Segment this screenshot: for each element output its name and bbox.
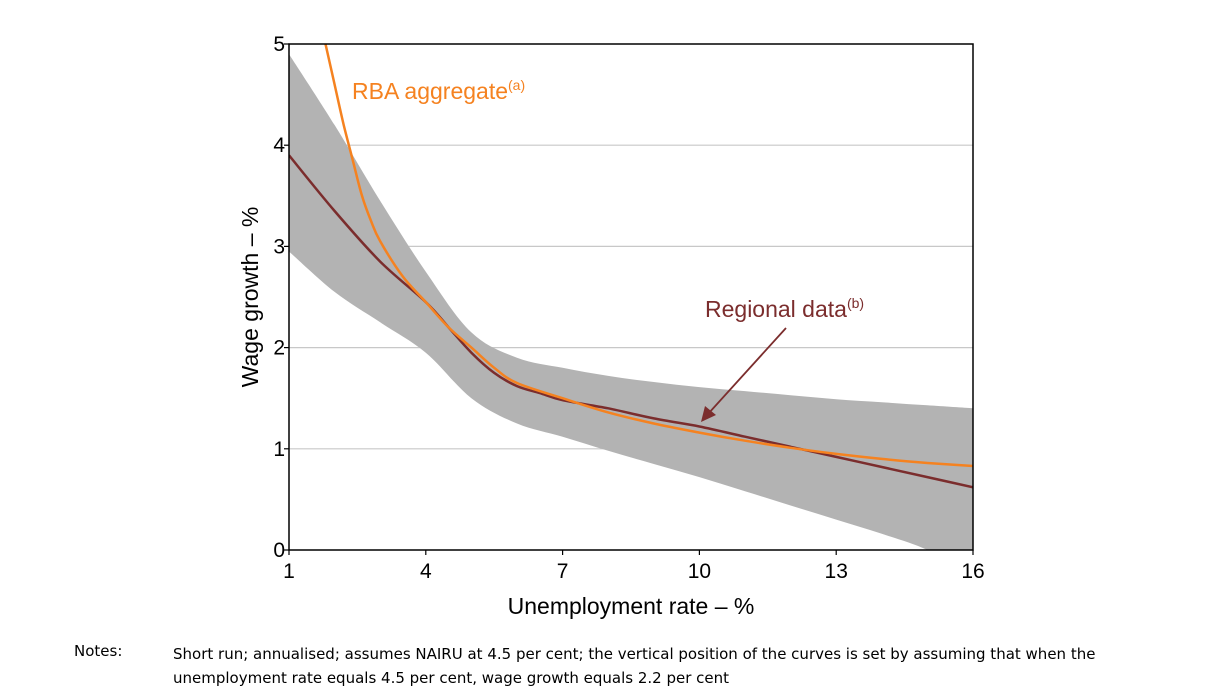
x-tick-label-10: 10 bbox=[688, 560, 711, 583]
regional-data-annotation: Regional data(b) bbox=[705, 295, 864, 322]
y-axis-label: Wage growth – % bbox=[237, 207, 263, 388]
notes-label: Notes: bbox=[74, 642, 123, 660]
x-tick-label-4: 4 bbox=[420, 560, 432, 583]
x-tick-label-13: 13 bbox=[825, 560, 848, 583]
rba-aggregate-annotation: RBA aggregate(a) bbox=[352, 77, 525, 104]
x-tick-label-1: 1 bbox=[283, 560, 295, 583]
plot-frame bbox=[288, 43, 974, 551]
y-tick-label-4: 4 bbox=[273, 134, 285, 157]
rba-aggregate-line bbox=[324, 44, 973, 468]
y-axis-ticks: 0 1 2 3 4 5 bbox=[273, 33, 289, 562]
y-tick-label-2: 2 bbox=[273, 337, 285, 360]
confidence-band bbox=[289, 54, 973, 550]
x-axis-ticks: 1 4 7 10 13 16 bbox=[283, 550, 985, 583]
y-tick-label-1: 1 bbox=[273, 438, 285, 461]
notes-text: Short run; annualised; assumes NAIRU at … bbox=[173, 645, 1096, 687]
x-tick-label-16: 16 bbox=[961, 560, 984, 583]
x-axis-label: Unemployment rate – % bbox=[508, 593, 755, 619]
regional-data-arrow bbox=[701, 327, 787, 422]
y-tick-label-3: 3 bbox=[273, 235, 285, 258]
y-tick-label-5: 5 bbox=[273, 33, 285, 56]
x-tick-label-7: 7 bbox=[557, 560, 569, 583]
y-tick-label-0: 0 bbox=[273, 539, 285, 562]
